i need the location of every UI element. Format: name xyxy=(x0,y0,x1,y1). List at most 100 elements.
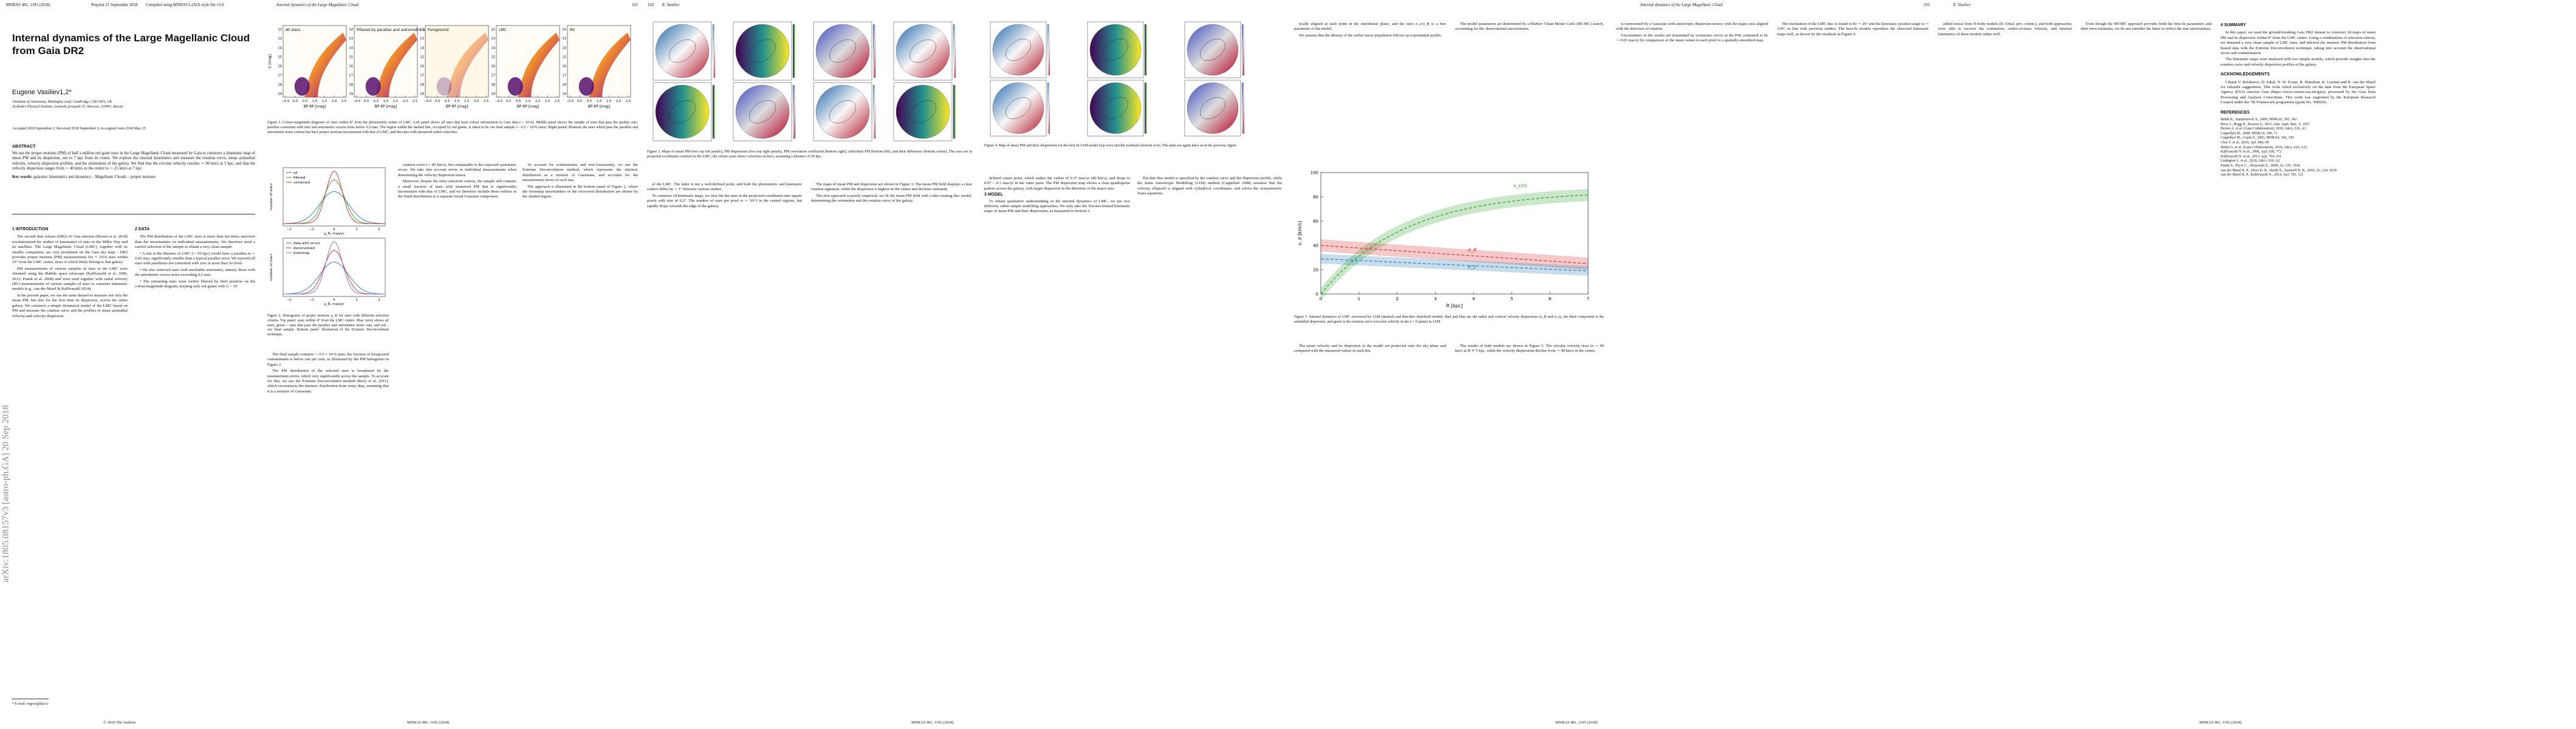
x-axis-label: BP-RP [mag] xyxy=(588,105,610,109)
x-axis-label: BP-RP [mag] xyxy=(446,105,468,109)
colorbar xyxy=(953,24,956,78)
y-tick-label: 14 xyxy=(491,46,495,50)
paragraph: The inclination of the LMC disc is found… xyxy=(1777,22,1929,36)
curve xyxy=(1320,258,1589,272)
panel-label: LMC xyxy=(499,28,507,32)
y-tick-label: 16 xyxy=(349,65,353,69)
text-column: The maps of mean PM and dispersion are s… xyxy=(811,182,972,205)
text-column: The model parameters are determined by a… xyxy=(1455,22,1604,33)
reference: Brown A. et al. (Gaia Collaboration), 20… xyxy=(2221,127,2306,131)
x-tick-label: 2 xyxy=(1396,296,1398,301)
header-journal: MNRAS 481, 1195 (2018) xyxy=(6,3,50,7)
colorbar xyxy=(953,85,956,139)
reference: van der Marel R. P., Kallivayalil N., 20… xyxy=(2221,173,2304,177)
curve xyxy=(283,250,385,295)
legend-label: deconvolved xyxy=(293,247,315,250)
map-disc xyxy=(896,84,950,139)
y-tick-label: 14 xyxy=(562,46,566,50)
y-tick-label: 19 xyxy=(278,92,282,96)
map-disc xyxy=(896,24,950,78)
paragraph: The maps of mean PM and dispersion are s… xyxy=(811,182,972,192)
footer: MNRAS 481, 1195 (2018) xyxy=(2199,720,2242,725)
paper-title: Internal dynamics of the Large Magellani… xyxy=(12,32,250,56)
x-tick-label: −2 xyxy=(287,228,292,231)
map-disc xyxy=(655,84,710,139)
paragraph: To account for contaminants and non-Gaus… xyxy=(522,163,638,183)
x-tick-label: 7 xyxy=(1587,296,1589,301)
curve xyxy=(1320,245,1589,264)
y-tick-label: 15 xyxy=(420,55,424,59)
contour xyxy=(1200,38,1225,61)
y-tick-label: 12 xyxy=(491,28,495,32)
map-disc xyxy=(1187,24,1239,76)
contour xyxy=(669,100,696,123)
page-number: 102 xyxy=(648,3,654,7)
section-heading: ACKNOWLEDGEMENTS xyxy=(2221,72,2270,77)
contour xyxy=(1103,38,1128,61)
paragraph: In the present paper, we use the same da… xyxy=(12,293,128,318)
uncertainty-band xyxy=(1321,188,1588,300)
y-tick-label: 80 xyxy=(1313,195,1318,200)
density-band xyxy=(447,32,488,97)
y-tick-label: 18 xyxy=(491,83,495,87)
contour xyxy=(749,100,776,123)
reference: Bovy J., Hogg D., Roweis S., 2011, Ann. … xyxy=(2221,122,2310,126)
x-tick-label: 2 xyxy=(378,228,380,231)
x-tick-label: 1 xyxy=(355,228,357,231)
text-column: is represented by a Gaussian with anisot… xyxy=(1616,22,1768,45)
abstract-heading: ABSTRACT xyxy=(12,145,36,149)
map-disc xyxy=(992,82,1044,134)
section-heading: REFERENCES xyxy=(2221,110,2250,115)
paragraph: defined centre point, which makes the va… xyxy=(984,176,1130,191)
paragraphs: The second data release (DR2) of Gaia mi… xyxy=(12,234,128,319)
colorbar xyxy=(1047,24,1050,75)
keywords: Key words: galaxies: kinematics and dyna… xyxy=(12,175,255,180)
abstract: ABSTRACT We use the proper motions (PM) … xyxy=(12,145,255,180)
map-disc xyxy=(992,24,1044,76)
paragraph: The PM distribution of the selected star… xyxy=(267,369,389,394)
page-number: 103 xyxy=(1923,3,1930,7)
x-tick-label: −0.5 xyxy=(282,100,290,103)
x-axis-label: BP-RP [mag] xyxy=(517,105,539,109)
paragraph: The thin disc model is specified by the … xyxy=(1137,176,1282,196)
legend-label: filtered xyxy=(293,176,306,180)
x-tick-label: 1.5 xyxy=(322,100,327,103)
y-tick-label: 13 xyxy=(491,37,495,41)
y-axis-label: v, σ [km/s] xyxy=(1297,221,1303,245)
reference: Kallivayalil N. et al., 2006, ApJ, 638, … xyxy=(2221,150,2282,154)
paragraph: To construct 2d kinematic maps, we first… xyxy=(647,193,802,208)
x-tick-label: 0.5 xyxy=(587,100,592,103)
colorbar xyxy=(1047,83,1050,134)
reference: Lindegren L. et al., 2018, A&A, 616, A2 xyxy=(2221,159,2280,163)
y-tick-label: 12 xyxy=(349,28,353,32)
curve xyxy=(283,241,385,295)
x-tick-label: 0.0 xyxy=(364,100,369,103)
y-tick-label: 16 xyxy=(491,65,495,69)
density-blob xyxy=(294,77,310,96)
contour xyxy=(829,100,856,123)
keywords-text: galaxies: kinematics and dynamics – Mage… xyxy=(33,174,156,179)
density-blob xyxy=(436,77,452,96)
y-tick-label: 13 xyxy=(349,37,353,41)
paragraph: • The remaining stars were further filte… xyxy=(135,279,255,289)
y-axis-label: number of stars xyxy=(270,183,273,211)
map-disc xyxy=(735,84,790,139)
y-tick-label: 15 xyxy=(349,55,353,59)
panel-label: All stars xyxy=(286,28,300,32)
x-axis-label: μ_R, mas/yr xyxy=(324,303,344,306)
x-tick-label: 1.5 xyxy=(464,100,469,103)
x-tick-label: 1.0 xyxy=(383,100,388,103)
paragraph: The first approach is purely empirical: … xyxy=(811,193,972,204)
paragraph: Moreover, despite the strict selection c… xyxy=(398,179,516,199)
x-tick-label: −1 xyxy=(309,298,314,302)
density-blob xyxy=(578,77,594,96)
x-tick-label: 2 xyxy=(378,298,380,302)
colorbar xyxy=(1242,24,1244,75)
colorbar xyxy=(873,85,875,139)
x-tick-label: 0.5 xyxy=(374,100,379,103)
paragraph: tically aligned at each point in the mer… xyxy=(1294,22,1446,32)
x-tick-label: −0.5 xyxy=(495,100,503,103)
contour xyxy=(909,39,936,63)
x-tick-label: 0.5 xyxy=(303,100,307,103)
